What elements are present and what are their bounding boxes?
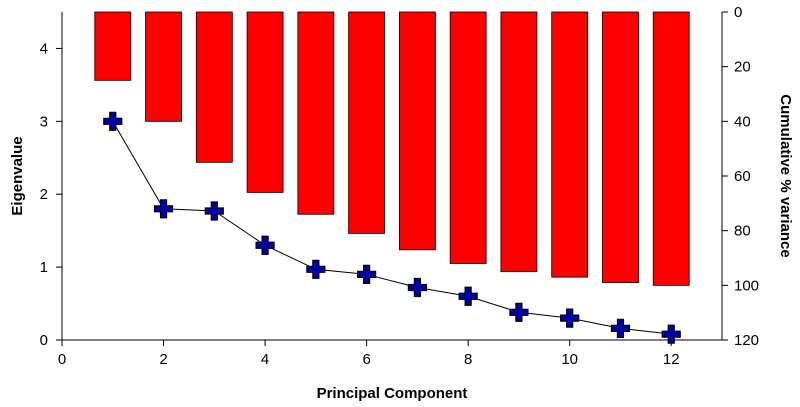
eigenvalue-point-pc-12 bbox=[661, 324, 681, 344]
x-tick-label: 6 bbox=[362, 351, 370, 368]
bar-pc-1 bbox=[94, 11, 132, 81]
y-tick-label: 4 bbox=[40, 40, 48, 57]
y2-tick-label: 120 bbox=[734, 332, 759, 349]
x-tick-label: 10 bbox=[561, 351, 578, 368]
bar-pc-6 bbox=[348, 11, 386, 234]
y2-tick-label: 80 bbox=[734, 223, 751, 240]
bar-pc-9 bbox=[500, 11, 538, 273]
x-tick-label: 0 bbox=[58, 351, 66, 368]
eigenvalue-point-pc-11 bbox=[610, 318, 631, 338]
eigenvalue-point-pc-3 bbox=[204, 201, 224, 221]
bar-pc-11 bbox=[602, 11, 639, 284]
bar-pc-3 bbox=[195, 11, 233, 163]
y-axis-title: Eigenvalue bbox=[9, 136, 26, 215]
eigenvalue-point-pc-8 bbox=[458, 286, 478, 306]
eigenvalue-point-pc-4 bbox=[255, 235, 275, 255]
y2-tick-label: 60 bbox=[734, 168, 751, 185]
eigenvalue-point-pc-10 bbox=[560, 308, 580, 328]
bar-pc-12 bbox=[652, 11, 690, 286]
y-tick-label: 2 bbox=[40, 186, 48, 203]
y-tick-label: 1 bbox=[40, 259, 48, 276]
y-tick-label: 0 bbox=[40, 332, 48, 349]
bars-layer bbox=[94, 11, 690, 286]
eigenvalue-point-pc-2 bbox=[153, 199, 174, 219]
bar-pc-5 bbox=[297, 11, 335, 215]
eigenvalue-point-pc-9 bbox=[509, 302, 529, 322]
y-tick-label: 3 bbox=[40, 113, 48, 130]
x-tick-label: 4 bbox=[261, 351, 269, 368]
bar-pc-8 bbox=[449, 11, 487, 264]
y2-axis-title: Cumulative % variance bbox=[777, 94, 794, 257]
eigenvalue-point-pc-7 bbox=[407, 277, 427, 298]
eigenvalue-point-pc-5 bbox=[306, 259, 326, 279]
y2-tick-label: 40 bbox=[734, 113, 751, 130]
eigenvalue-point-pc-6 bbox=[357, 264, 377, 284]
markers-layer bbox=[103, 111, 681, 344]
y2-tick-label: 0 bbox=[734, 4, 742, 21]
bar-pc-10 bbox=[551, 11, 589, 278]
x-tick-label: 12 bbox=[663, 351, 680, 368]
y2-tick-label: 100 bbox=[734, 277, 759, 294]
x-axis-title: Principal Component bbox=[317, 385, 468, 402]
y2-tick-label: 20 bbox=[734, 59, 751, 76]
x-tick-label: 2 bbox=[159, 351, 167, 368]
bar-pc-4 bbox=[246, 11, 284, 193]
eigenvalue-point-pc-1 bbox=[103, 111, 123, 131]
bar-pc-2 bbox=[145, 11, 182, 122]
bar-pc-7 bbox=[398, 11, 436, 251]
x-tick-label: 8 bbox=[464, 351, 472, 368]
